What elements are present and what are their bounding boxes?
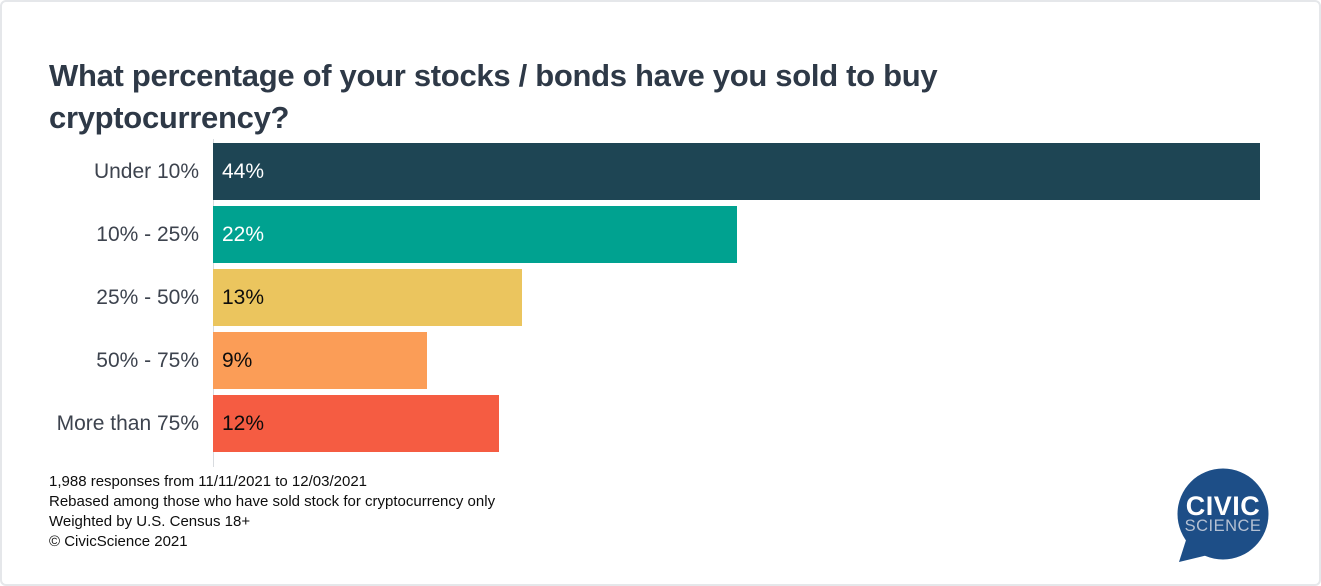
bar: 22% — [213, 206, 737, 263]
bar-track: 13% — [213, 269, 1260, 326]
bar-track: 12% — [213, 395, 1260, 452]
chart-row: 25% - 50% 13% — [2, 269, 1260, 326]
value-label: 12% — [222, 411, 265, 435]
category-label: 50% - 75% — [96, 348, 199, 372]
value-label: 9% — [222, 348, 253, 372]
bar-track: 9% — [213, 332, 1260, 389]
bar-track: 22% — [213, 206, 1260, 263]
footnote-copyright: © CivicScience 2021 — [49, 533, 188, 550]
value-label: 13% — [222, 285, 265, 309]
category-label: Under 10% — [93, 159, 199, 183]
chart-title: What percentage of your stocks / bonds h… — [49, 57, 938, 135]
logo-text-science: SCIENCE — [1185, 517, 1262, 535]
bar: 9% — [213, 332, 428, 389]
value-label: 44% — [222, 159, 265, 183]
chart-row: 10% - 25% 22% — [2, 206, 1260, 263]
category-label: More than 75% — [56, 411, 199, 435]
bar: 13% — [213, 269, 523, 326]
category-label: 25% - 50% — [96, 285, 199, 309]
chart-rows: Under 10% 44% 10% - 25% 22% 25% - 50% 13% 50% … — [2, 143, 1260, 452]
chart-footnotes: 1,988 responses from 11/11/2021 to 12/03… — [49, 472, 495, 552]
civicscience-logo: CIVIC SCIENCE — [1177, 468, 1269, 562]
logo-text-civic: CIVIC — [1186, 491, 1261, 521]
chart-row: Under 10% 44% — [2, 143, 1260, 200]
bar: 44% — [213, 143, 1260, 200]
category-label: 10% - 25% — [96, 222, 199, 246]
chart-row: More than 75% 12% — [2, 395, 1260, 452]
bar: 12% — [213, 395, 499, 452]
logo-bubble-tail — [1179, 537, 1208, 562]
footnote-weighted: Weighted by U.S. Census 18+ — [49, 513, 251, 530]
bar-track: 44% — [213, 143, 1260, 200]
footnote-rebased: Rebased among those who have sold stock … — [49, 493, 496, 510]
logo-bubble-circle — [1177, 468, 1269, 560]
value-label: 22% — [222, 222, 265, 246]
chart-row: 50% - 75% 9% — [2, 332, 1260, 389]
footnote-responses: 1,988 responses from 11/11/2021 to 12/03… — [49, 473, 368, 490]
bar-chart: Under 10% 44% 10% - 25% 22% 25% - 50% 13% 50% … — [2, 143, 1260, 458]
